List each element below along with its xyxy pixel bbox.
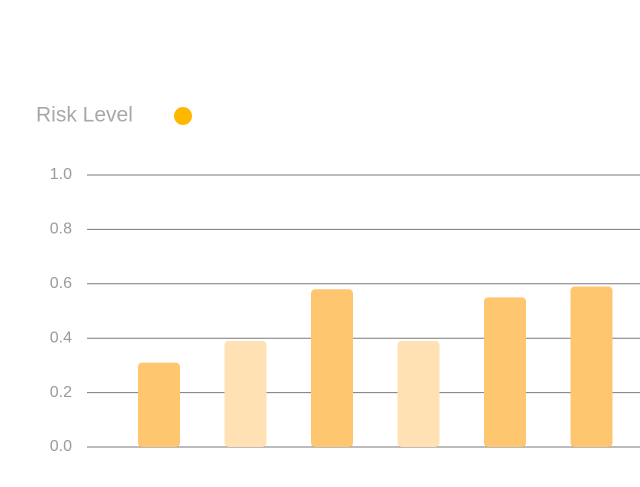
y-tick-label: 1.0 <box>50 166 72 183</box>
bar <box>311 289 353 447</box>
y-tick-label: 0.6 <box>50 275 72 292</box>
y-tick-label: 0.2 <box>50 384 72 401</box>
bar <box>397 340 440 447</box>
bar <box>484 297 526 447</box>
legend-marker <box>174 107 192 125</box>
legend-label: Risk Level <box>36 104 133 127</box>
y-tick-label: 0.8 <box>50 221 72 238</box>
bar <box>570 286 613 447</box>
bar <box>224 340 267 447</box>
y-tick-label: 0.4 <box>50 329 72 346</box>
bar <box>138 362 180 447</box>
y-tick-label: 0.0 <box>50 438 72 455</box>
